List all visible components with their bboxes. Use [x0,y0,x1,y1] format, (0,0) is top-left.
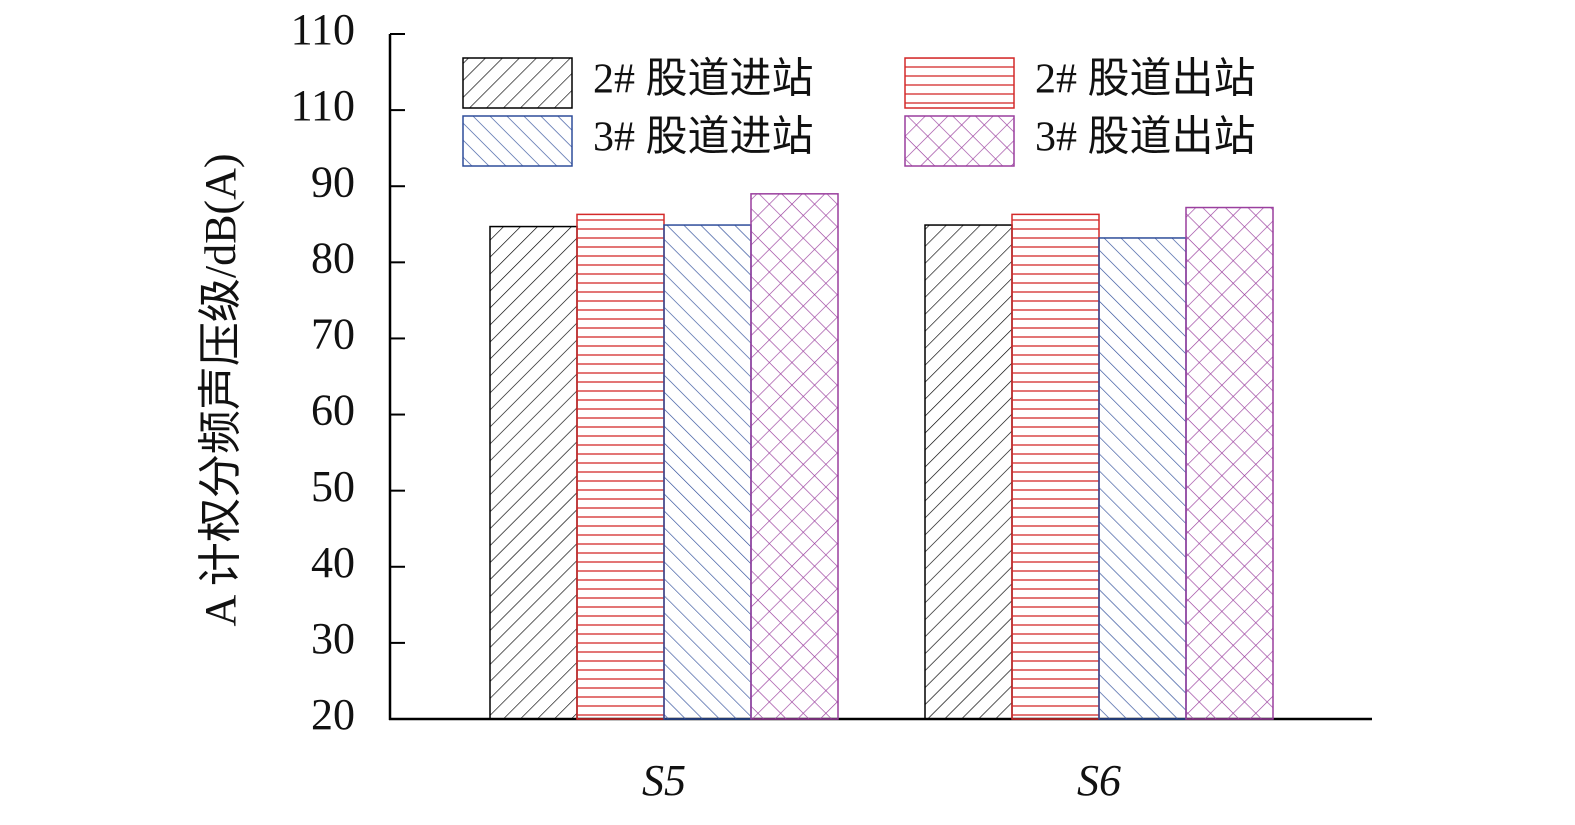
y-axis-label: A 计权分频声压级/dB(A) [196,154,245,627]
y-tick-label: 60 [311,386,355,435]
y-tick-label: 50 [311,462,355,511]
y-tick-label: 80 [311,233,355,282]
bar [663,224,752,720]
x-tick-label: S6 [1077,756,1121,805]
legend-swatch [462,57,573,109]
legend-swatch [904,57,1015,109]
bar [1098,237,1187,720]
legend-label: 3# 股道进站 [593,115,814,161]
y-tick-label: 40 [311,538,355,587]
legend-label: 2# 股道进站 [593,57,814,103]
y-tick-label: 20 [311,690,355,739]
bar [1011,213,1100,720]
y-tick-label: 90 [311,157,355,206]
bar [924,224,1013,720]
bar [576,213,665,720]
legend-swatch [904,115,1015,167]
legend-swatch [462,115,573,167]
bar [1185,206,1274,720]
y-tick-label: 30 [311,614,355,663]
bar [489,225,578,720]
legend-label: 2# 股道出站 [1035,57,1256,103]
y-tick-label: 110 [291,5,355,54]
y-tick-label: 70 [311,310,355,359]
legend-label: 3# 股道出站 [1035,115,1256,161]
y-tick-label: 110 [291,81,355,130]
x-tick-label: S5 [642,756,686,805]
bar [750,193,839,720]
